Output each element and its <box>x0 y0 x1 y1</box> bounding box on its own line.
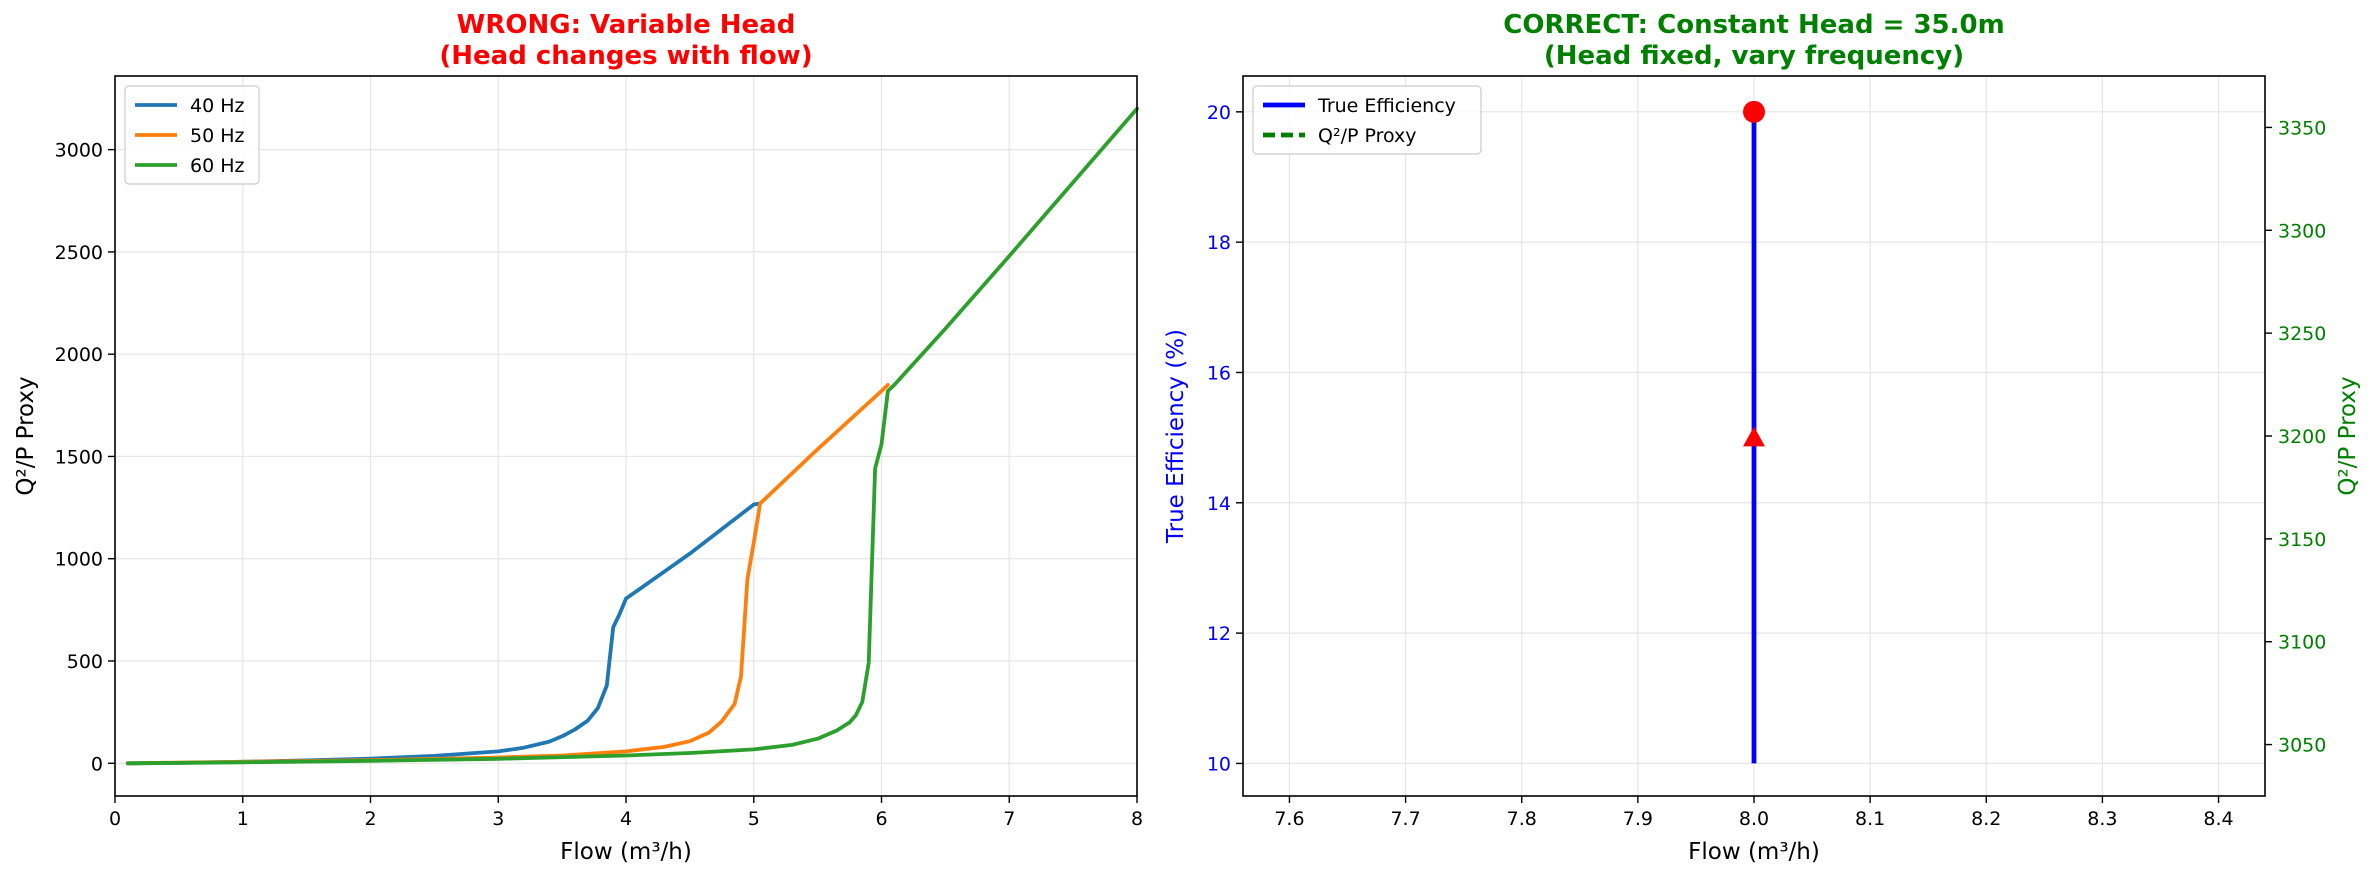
left-ytick-label-3: 1500 <box>55 446 103 468</box>
left-xtick-label-0: 0 <box>109 808 121 830</box>
right-ytick-label-3: 16 <box>1207 362 1231 384</box>
right-xtick-label-1: 7.7 <box>1390 808 1420 830</box>
left-xtick-label-7: 7 <box>1003 808 1015 830</box>
left-title-line1: WRONG: Variable Head <box>457 10 796 40</box>
left-xtick-label-2: 2 <box>364 808 376 830</box>
right-y2tick-label-6: 3350 <box>2278 117 2326 139</box>
right-y2label: Q²/P Proxy <box>2335 376 2361 495</box>
right-xtick-label-3: 7.9 <box>1623 808 1653 830</box>
right-xlabel: Flow (m³/h) <box>1688 839 1820 865</box>
right-y2tick-label-0: 3050 <box>2278 735 2326 757</box>
right-xtick-label-0: 7.6 <box>1274 808 1304 830</box>
left-ylabel: Q²/P Proxy <box>13 376 39 495</box>
left-legend-label-1: 50 Hz <box>190 125 245 147</box>
left-xtick-label-4: 4 <box>620 808 632 830</box>
left-ytick-label-6: 3000 <box>55 140 103 162</box>
right-y2tick-label-4: 3250 <box>2278 323 2326 345</box>
left-panel: 0 1 2 3 4 5 6 7 8 0 500 1000 1500 2000 2500 3000 WRONG: … <box>13 10 1143 865</box>
right-xtick-label-5: 8.1 <box>1855 808 1885 830</box>
right-ylabel: True Efficiency (%) <box>1163 329 1189 544</box>
left-legend-label-2: 60 Hz <box>190 155 245 177</box>
left-xlabel: Flow (m³/h) <box>560 839 692 865</box>
left-title-line2: (Head changes with flow) <box>439 41 812 71</box>
right-y2tick-label-2: 3150 <box>2278 529 2326 551</box>
left-xtick-label-8: 8 <box>1131 808 1143 830</box>
left-xtick-label-5: 5 <box>748 808 760 830</box>
left-legend-label-0: 40 Hz <box>190 95 245 117</box>
right-y2tick-label-3: 3200 <box>2278 426 2326 448</box>
right-xtick-label-6: 8.2 <box>1971 808 2001 830</box>
right-xtick-label-2: 7.8 <box>1507 808 1537 830</box>
right-xtick-label-8: 8.4 <box>2203 808 2233 830</box>
right-ytick-label-5: 20 <box>1207 102 1231 124</box>
right-legend-label-1: Q²/P Proxy <box>1318 125 1417 147</box>
right-y2tick-label-1: 3100 <box>2278 632 2326 654</box>
right-ytick-label-2: 14 <box>1207 493 1231 515</box>
right-xtick-label-4: 8.0 <box>1739 808 1769 830</box>
left-ytick-label-2: 1000 <box>55 549 103 571</box>
right-title-line1: CORRECT: Constant Head = 35.0m <box>1503 10 2004 40</box>
left-ytick-label-0: 0 <box>91 753 103 775</box>
right-title-line2: (Head fixed, vary frequency) <box>1544 41 1964 71</box>
right-legend-label-0: True Efficiency <box>1317 95 1456 117</box>
left-xtick-label-6: 6 <box>875 808 887 830</box>
right-panel: 7.6 7.7 7.8 7.9 8.0 8.1 8.2 8.3 8.4 10 12 14 16 18 20 3… <box>1163 10 2361 865</box>
right-ytick-label-4: 18 <box>1207 232 1231 254</box>
right-ytick-label-1: 12 <box>1207 623 1231 645</box>
left-xtick-label-1: 1 <box>237 808 249 830</box>
left-series-line-2 <box>125 106 1139 766</box>
right-xtick-label-7: 8.3 <box>2087 808 2117 830</box>
right-marker-1 <box>1743 426 1765 447</box>
right-marker-0 <box>1743 100 1765 123</box>
left-ytick-label-4: 2000 <box>55 344 103 366</box>
left-legend-box <box>124 85 260 185</box>
right-legend-box <box>1252 85 1482 155</box>
right-y2tick-label-5: 3300 <box>2278 220 2326 242</box>
right-ytick-label-0: 10 <box>1207 753 1231 775</box>
left-ytick-label-1: 500 <box>67 651 103 673</box>
left-xtick-label-3: 3 <box>492 808 504 830</box>
left-ytick-label-5: 2500 <box>55 242 103 264</box>
